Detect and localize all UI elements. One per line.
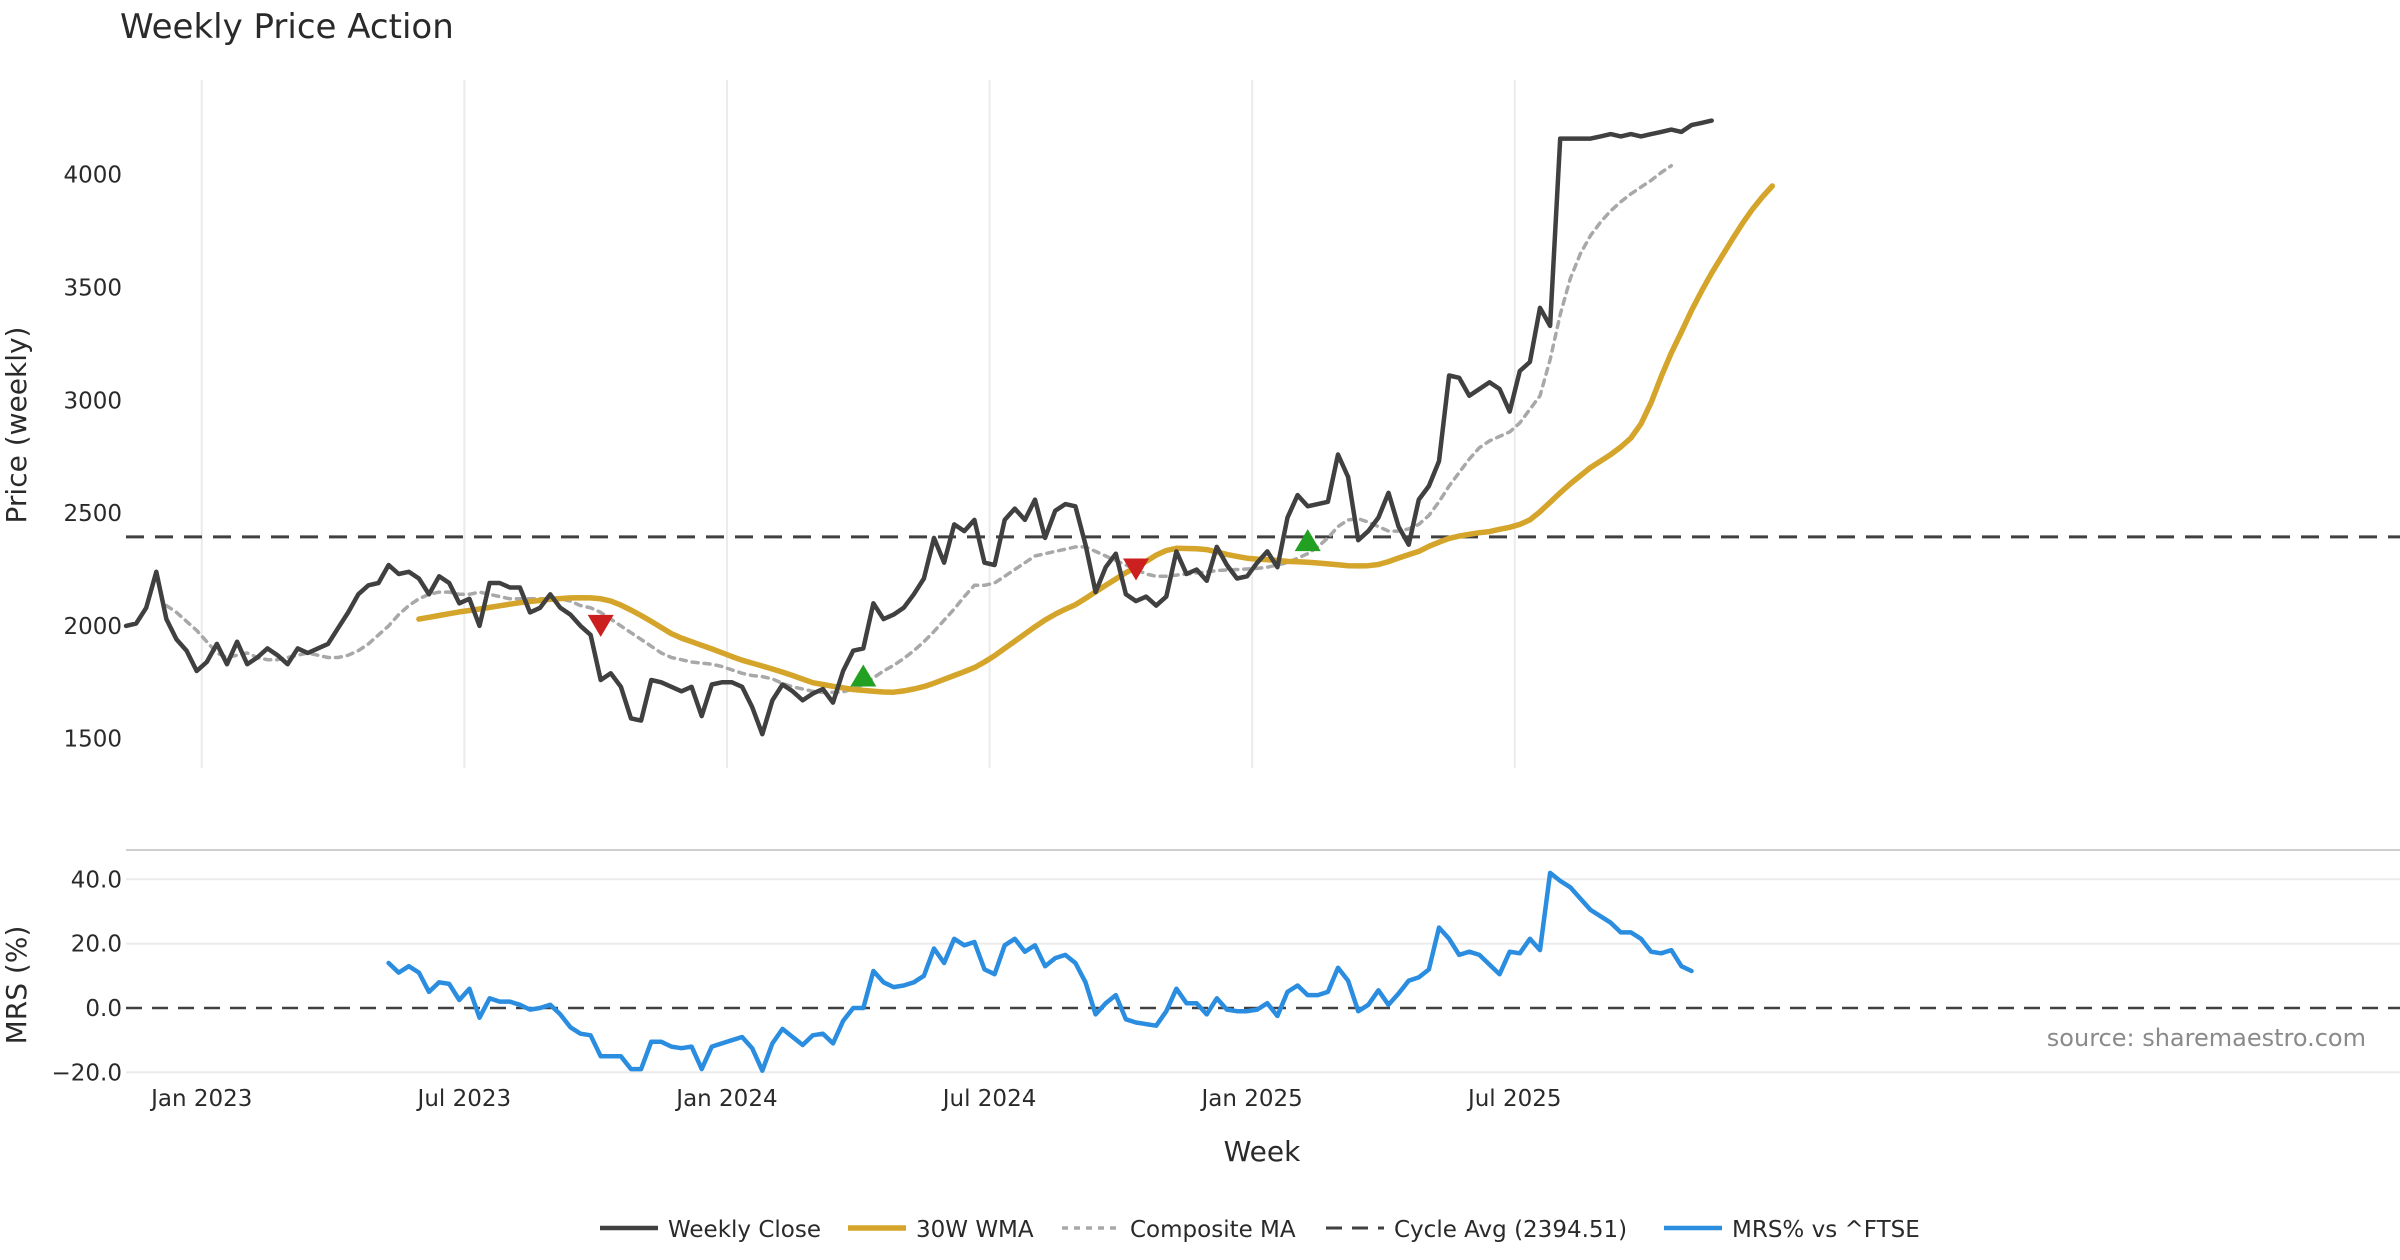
price-gridlines xyxy=(200,80,1516,768)
legend-label: MRS% vs ^FTSE xyxy=(1732,1217,1920,1243)
sell-signal-marker xyxy=(587,614,614,637)
price-axis-label: Price (weekly) xyxy=(0,327,33,524)
mrs-y-tick-label: 0.0 xyxy=(85,996,122,1022)
mrs-series xyxy=(386,870,1694,1073)
legend-label: Cycle Avg (2394.51) xyxy=(1394,1217,1627,1243)
mrs-panel: 40.0 20.0 0.0 −20.0 xyxy=(52,867,2400,1086)
price-panel: 1500 2000 2500 3000 3500 4000 xyxy=(63,80,2400,768)
x-tick-label: Jul 2023 xyxy=(416,1086,512,1112)
weekly-close-line xyxy=(123,118,1714,737)
signal-markers xyxy=(587,529,1321,687)
mrs-y-ticks: 40.0 20.0 0.0 −20.0 xyxy=(52,867,122,1086)
price-y-tick-label: 1500 xyxy=(63,727,122,753)
x-tick-label: Jan 2025 xyxy=(1199,1086,1302,1112)
sell-signal-marker xyxy=(1123,558,1149,581)
mrs-gridlines xyxy=(126,878,2400,1074)
price-y-tick-label: 4000 xyxy=(63,163,122,189)
price-y-ticks: 1500 2000 2500 3000 3500 4000 xyxy=(63,163,122,753)
price-y-tick-label: 3500 xyxy=(63,276,122,302)
composite-ma-line xyxy=(164,163,1674,695)
x-tick-label: Jul 2024 xyxy=(941,1086,1037,1112)
legend-label: Composite MA xyxy=(1130,1217,1296,1243)
mrs-axis-label: MRS (%) xyxy=(0,926,33,1045)
x-tick-label: Jan 2024 xyxy=(674,1086,777,1112)
x-axis-label: Week xyxy=(1224,1135,1301,1168)
mrs-y-tick-label: −20.0 xyxy=(52,1060,122,1086)
legend: Weekly Close 30W WMA Composite MA Cycle Avg… xyxy=(600,1217,1920,1243)
source-note: source: sharemaestro.com xyxy=(2047,1024,2366,1052)
buy-signal-marker xyxy=(850,664,877,687)
legend-label: 30W WMA xyxy=(916,1217,1034,1243)
legend-label: Weekly Close xyxy=(668,1217,821,1243)
buy-signal-marker xyxy=(1294,529,1321,552)
price-series xyxy=(123,118,1776,737)
chart-title: Weekly Price Action xyxy=(120,7,454,47)
price-y-tick-label: 3000 xyxy=(63,388,122,414)
x-axis-ticks: Jan 2023 Jul 2023 Jan 2024 Jul 2024 Jan 2025… xyxy=(149,1086,1561,1112)
mrs-y-tick-label: 20.0 xyxy=(71,932,122,958)
mrs-line xyxy=(386,870,1694,1073)
x-tick-label: Jul 2025 xyxy=(1466,1086,1562,1112)
x-tick-label: Jan 2023 xyxy=(149,1086,252,1112)
mrs-y-tick-label: 40.0 xyxy=(71,867,122,893)
wma-30w-line xyxy=(416,183,1776,695)
price-y-tick-label: 2000 xyxy=(63,614,122,640)
price-y-tick-label: 2500 xyxy=(63,501,122,527)
